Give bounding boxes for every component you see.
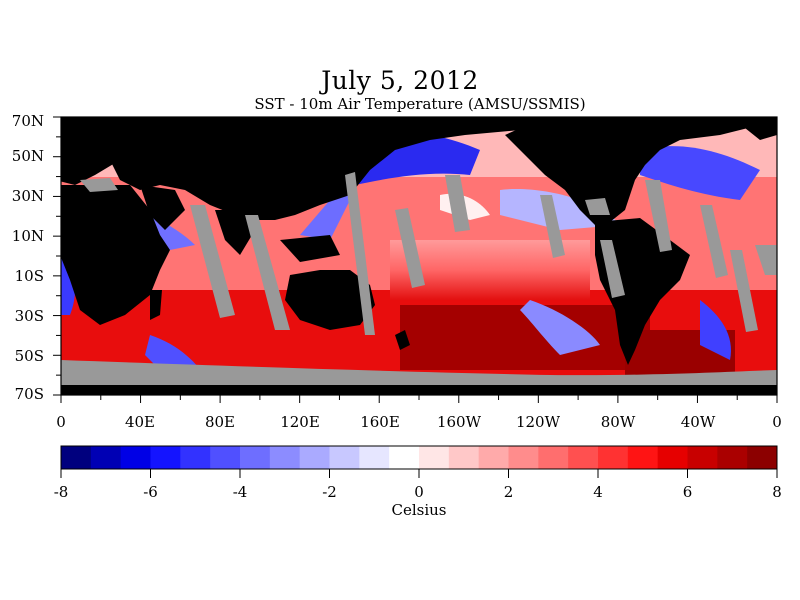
north-america-land bbox=[505, 117, 777, 225]
lon-label: 160E bbox=[360, 413, 400, 431]
map-panel bbox=[61, 117, 777, 395]
colorbar-swatch bbox=[508, 446, 539, 469]
arabia-land bbox=[140, 185, 185, 230]
colorbar-tick-marks bbox=[60, 469, 778, 478]
colorbar-swatch bbox=[329, 446, 360, 469]
colorbar-swatch bbox=[359, 446, 390, 469]
lon-label: 80W bbox=[601, 413, 636, 431]
colorbar-tick-label: -6 bbox=[143, 483, 158, 501]
colorbar-tick-label: 2 bbox=[504, 483, 514, 501]
map-tick-marks bbox=[53, 116, 778, 403]
colorbar-swatch bbox=[90, 446, 122, 469]
colorbar-swatch bbox=[150, 446, 181, 469]
colorbar-tick-label: 4 bbox=[593, 483, 603, 501]
india-land bbox=[215, 210, 255, 255]
asia-land bbox=[110, 117, 600, 220]
greenland-land bbox=[735, 117, 777, 140]
africa-land bbox=[61, 185, 170, 325]
colorbar-swatch bbox=[299, 446, 330, 469]
colorbar-unit-label: Celsius bbox=[391, 501, 446, 519]
lat-label: 30S bbox=[15, 307, 44, 325]
colorbar-swatch bbox=[598, 446, 629, 469]
longitude-labels: 0 40E 80E 120E 160E 160W 120W 80W 40W 0 bbox=[56, 413, 782, 431]
colorbar-swatch bbox=[240, 446, 271, 469]
lat-label: 50S bbox=[15, 347, 44, 365]
missing-data-swaths bbox=[61, 172, 777, 385]
colorbar-swatches bbox=[61, 446, 778, 469]
madagascar-land bbox=[150, 290, 162, 320]
lon-label: 0 bbox=[772, 413, 782, 431]
south-america-land bbox=[595, 218, 690, 365]
lat-label: 70S bbox=[15, 385, 44, 403]
colorbar-swatch bbox=[269, 446, 301, 469]
colorbar-swatch bbox=[627, 446, 659, 469]
colorbar-swatch bbox=[389, 446, 420, 469]
figure-subtitle: SST - 10m Air Temperature (AMSU/SSMIS) bbox=[254, 95, 586, 113]
lon-label: 40E bbox=[125, 413, 155, 431]
antarctica-land bbox=[61, 385, 777, 395]
colorbar-swatch bbox=[478, 446, 509, 469]
lon-label: 120W bbox=[516, 413, 561, 431]
colorbar-tick-label: -4 bbox=[233, 483, 248, 501]
colorbar-swatch bbox=[120, 446, 151, 469]
indonesia-land bbox=[280, 235, 340, 262]
colorbar-tick-label: -8 bbox=[54, 483, 69, 501]
latitude-labels: 70N 50N 30N 10N 10S 30S 50S 70S bbox=[12, 112, 44, 403]
colorbar-tick-label: 6 bbox=[683, 483, 693, 501]
figure-title: July 5, 2012 bbox=[321, 66, 479, 95]
lat-label: 50N bbox=[12, 147, 44, 165]
colorbar-swatch bbox=[717, 446, 748, 469]
colorbar-tick-labels: -8 -6 -4 -2 0 2 4 6 8 bbox=[54, 483, 782, 501]
south-pacific-warm-core bbox=[400, 305, 650, 370]
lat-label: 70N bbox=[12, 112, 44, 130]
colorbar-swatch bbox=[568, 446, 599, 469]
lon-label: 160W bbox=[437, 413, 482, 431]
lon-label: 120E bbox=[280, 413, 320, 431]
lon-label: 0 bbox=[56, 413, 66, 431]
lat-label: 10N bbox=[12, 227, 44, 245]
south-pacific-cool-region bbox=[520, 300, 600, 355]
colorbar-tick-label: 8 bbox=[772, 483, 782, 501]
lon-label: 80E bbox=[205, 413, 235, 431]
colorbar-swatch bbox=[657, 446, 688, 469]
colorbar-swatch bbox=[419, 446, 450, 469]
lat-label: 10S bbox=[15, 267, 44, 285]
colorbar-swatch bbox=[448, 446, 480, 469]
lat-label: 30N bbox=[12, 187, 44, 205]
colorbar-tick-label: -2 bbox=[322, 483, 337, 501]
north-atlantic-cold-region bbox=[640, 146, 760, 200]
colorbar-swatch bbox=[61, 446, 92, 469]
lon-label: 40W bbox=[681, 413, 716, 431]
australia-land bbox=[285, 270, 375, 330]
colorbar-swatch bbox=[687, 446, 718, 469]
colorbar-swatch bbox=[210, 446, 241, 469]
south-atlantic-cool-region bbox=[700, 300, 731, 360]
colorbar-swatch bbox=[747, 446, 778, 469]
colorbar-swatch bbox=[180, 446, 211, 469]
colorbar-tick-label: 0 bbox=[414, 483, 424, 501]
colorbar-swatch bbox=[538, 446, 569, 469]
new-zealand-land bbox=[395, 330, 410, 350]
